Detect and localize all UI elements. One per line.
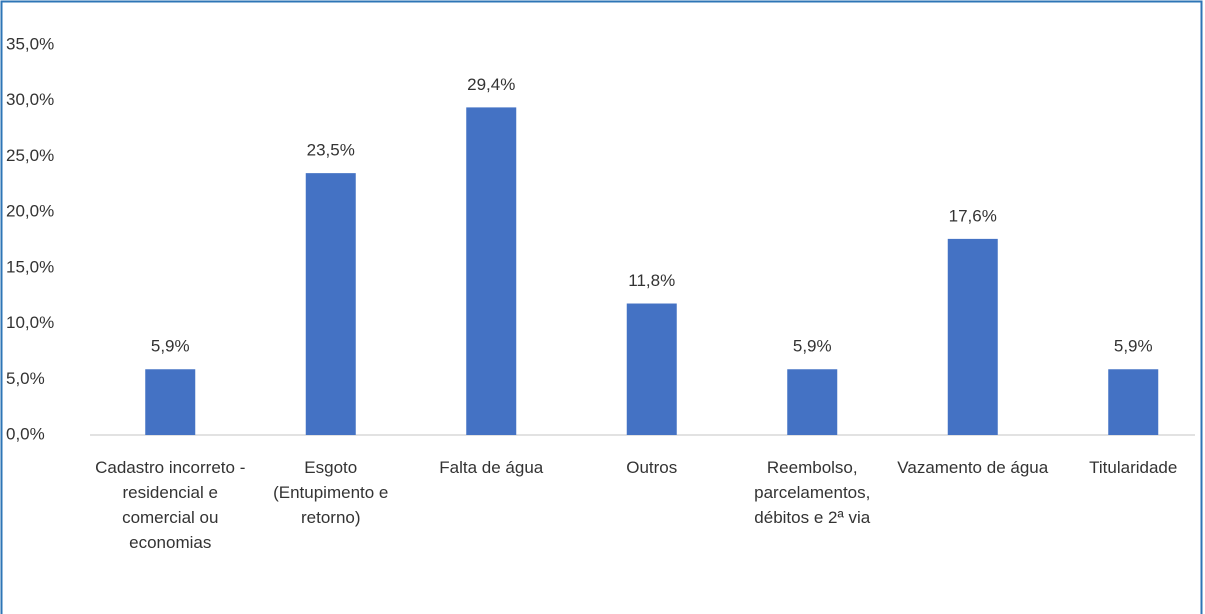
data-label: 11,8% xyxy=(628,271,675,290)
x-tick-label: Vazamento de água xyxy=(897,458,1049,477)
y-tick-label: 0,0% xyxy=(6,424,45,443)
y-tick-label: 5,0% xyxy=(6,369,45,388)
y-tick-label: 25,0% xyxy=(6,146,54,165)
x-tick-label: Reembolso, parcelamentos, débitos e 2ª v… xyxy=(754,458,871,527)
data-label: 17,6% xyxy=(949,206,997,225)
data-label: 5,9% xyxy=(1114,337,1153,356)
y-tick-label: 30,0% xyxy=(6,90,54,109)
data-label: 5,9% xyxy=(793,337,832,356)
y-tick-label: 20,0% xyxy=(6,202,54,221)
bar xyxy=(305,173,356,435)
bar xyxy=(1108,369,1159,435)
y-tick-label: 15,0% xyxy=(6,257,54,276)
x-tick-label: Falta de água xyxy=(439,458,544,477)
data-label: 5,9% xyxy=(151,337,190,356)
y-tick-label: 35,0% xyxy=(6,34,54,53)
bar xyxy=(626,303,677,435)
bar xyxy=(947,238,998,435)
x-tick-label: Outros xyxy=(626,458,678,477)
x-tick-label: Titularidade xyxy=(1089,458,1178,477)
y-tick-label: 10,0% xyxy=(6,313,54,332)
x-tick-label: Cadastro incorreto - residencial e comer… xyxy=(95,458,246,552)
data-label: 29,4% xyxy=(467,75,515,94)
bar xyxy=(787,369,838,435)
x-tick-label: Esgoto (Entupimento e retorno) xyxy=(273,458,389,527)
data-label: 23,5% xyxy=(307,141,355,160)
bar xyxy=(466,107,517,436)
bar xyxy=(145,369,196,435)
